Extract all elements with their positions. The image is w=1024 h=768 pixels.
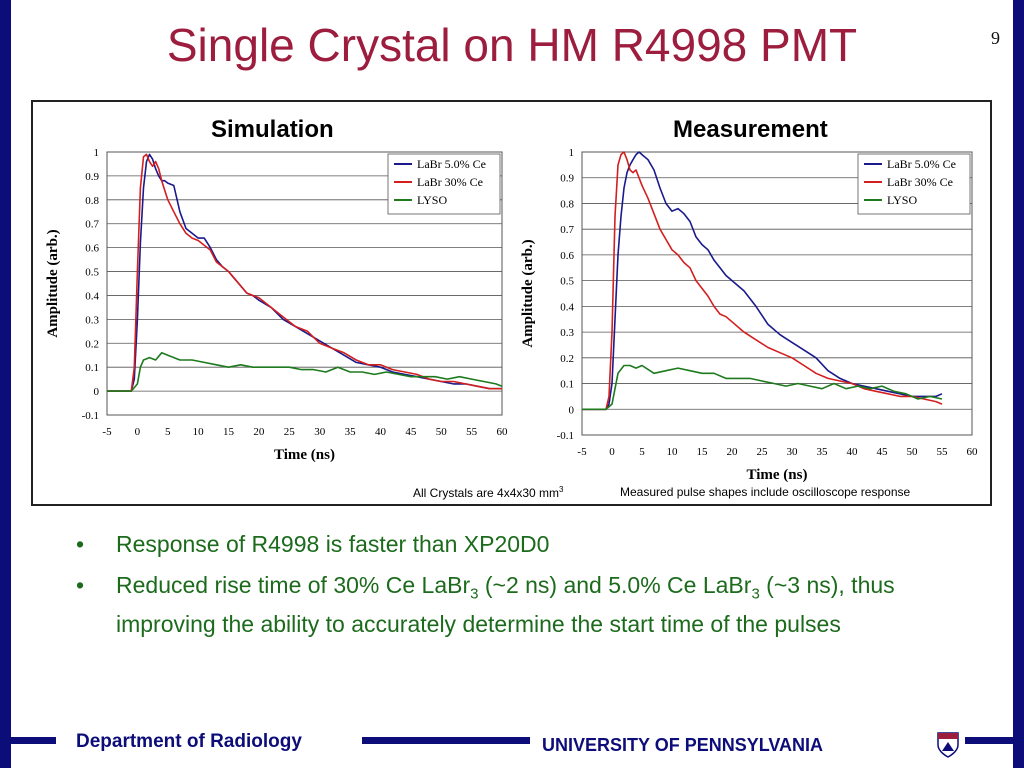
y-tick-label: 0.1 [560,379,574,391]
y-tick-label: 0.6 [560,250,574,262]
y-tick-label: 0.2 [85,338,99,350]
series-line [582,364,943,411]
y-tick-label: 0.7 [560,224,574,236]
x-tick-label: 15 [223,426,235,438]
page-number: 9 [991,28,1000,48]
crystal-size-note: All Crystals are 4x4x30 mm3 [413,485,564,500]
x-tick-label: 35 [817,446,829,458]
x-tick-label: 20 [253,426,265,438]
subscript: 3 [470,585,479,603]
plot-area [581,151,973,436]
footer-bar-middle [362,737,530,744]
y-tick-label: 0.7 [85,219,99,231]
y-axis-label: Amplitude (arb.) [45,229,61,337]
oscilloscope-note: Measured pulse shapes include oscillosco… [620,485,911,499]
series-line [107,352,503,392]
y-tick-label: 0 [94,386,100,398]
x-tick-label: 10 [193,426,205,438]
slide-frame-right [1013,0,1024,768]
panel-title-measurement: Measurement [673,116,828,143]
subscript: 3 [751,585,760,603]
y-tick-label: 0.5 [85,267,99,279]
y-tick-label: 0.3 [85,314,99,326]
y-tick-label: 0.3 [560,327,574,339]
x-tick-label: 15 [697,446,709,458]
x-tick-label: 0 [135,426,141,438]
x-tick-label: 5 [165,426,171,438]
penn-shield-icon [937,732,959,758]
footer-university: UNIVERSITY OF PENNSYLVANIA [542,735,824,755]
bullet-list: • Response of R4998 is faster than XP20D… [72,525,932,646]
x-tick-label: 40 [375,426,387,438]
x-tick-label: -5 [102,426,112,438]
x-tick-label: 55 [937,446,949,458]
x-tick-label: 45 [405,426,417,438]
series-line [107,153,502,392]
x-tick-label: 50 [436,426,448,438]
y-tick-label: -0.1 [82,410,99,422]
y-tick-label: 0.5 [560,276,574,288]
x-tick-label: 40 [847,446,859,458]
plot-area [106,151,503,416]
x-tick-label: 25 [284,426,296,438]
bullet-item: • Response of R4998 is faster than XP20D… [72,525,932,564]
measurement-chart: -0.1 0 0.1 0.2 0.3 0.4 0.5 0.6 0.7 0.8 0.9 1 -5 0 5 10 1… [520,147,979,483]
x-tick-label: 35 [345,426,357,438]
x-tick-label: 55 [466,426,478,438]
y-tick-label: 0.2 [560,353,574,365]
bullet-text-part: (~2 ns) and 5.0% Ce LaBr [478,572,752,598]
x-tick-label: 60 [497,426,509,438]
y-tick-label: 0.9 [85,171,99,183]
bullet-text: Response of R4998 is faster than XP20D0 [116,531,550,557]
x-tick-label: 0 [609,446,615,458]
legend-label: LaBr 5.0% Ce [887,157,956,171]
x-tick-label: 5 [639,446,645,458]
legend-label: LYSO [417,193,447,207]
bullet-dot-icon: • [76,572,85,598]
y-tick-label: 0.8 [560,198,574,210]
crystal-size-note-sup: 3 [559,485,564,494]
legend-label: LaBr 30% Ce [887,175,953,189]
y-tick-label: 0.4 [85,290,99,302]
x-tick-label: 45 [877,446,889,458]
slide-frame-left [0,0,11,768]
x-tick-label: 10 [667,446,679,458]
bullet-text-part: Reduced rise time of 30% Ce LaBr [116,572,471,598]
x-axis-label: Time (ns) [747,467,808,483]
x-tick-label: 50 [907,446,919,458]
x-tick-label: 30 [314,426,326,438]
x-axis-label: Time (ns) [274,447,335,463]
x-tick-label: -5 [577,446,587,458]
simulation-chart: -0.1 0 0.1 0.2 0.3 0.4 0.5 0.6 0.7 0.8 0.9 1 -5 0 5 10 1… [45,147,509,463]
y-tick-label: 0.6 [85,243,99,255]
x-tick-label: 25 [757,446,769,458]
x-tick-label: 60 [967,446,979,458]
y-tick-label: 1 [94,147,100,159]
legend-label: LYSO [887,193,917,207]
footer-bar-left [11,737,56,744]
y-axis-label: Amplitude (arb.) [520,239,536,347]
series-line [582,151,943,411]
y-tick-label: 0.8 [85,195,99,207]
panel-title-simulation: Simulation [211,116,334,143]
slide-title: Single Crystal on HM R4998 PMT [166,19,858,71]
x-tick-label: 30 [787,446,799,458]
crystal-size-note-text: All Crystals are 4x4x30 mm [413,486,560,500]
bullet-dot-icon: • [76,531,85,557]
x-tick-label: 20 [727,446,739,458]
legend-label: LaBr 5.0% Ce [417,157,486,171]
y-tick-label: 0.9 [560,173,574,185]
legend-label: LaBr 30% Ce [417,175,483,189]
y-tick-label: 0 [569,404,575,416]
y-tick-label: 1 [569,147,575,159]
y-tick-label: 0.1 [85,362,99,374]
footer-bar-right [965,737,1013,744]
bullet-text-part: (~3 ns), thus improving the ability to a… [116,572,895,637]
bullet-item: • Reduced rise time of 30% Ce LaBr3 (~2 … [72,566,932,644]
y-tick-label: -0.1 [557,430,574,442]
footer-department: Department of Radiology [76,731,302,752]
figure-box: Simulation Measurement -0.1 0 0.1 0.2 0.3 0.4… [31,100,992,506]
y-tick-label: 0.4 [560,301,574,313]
